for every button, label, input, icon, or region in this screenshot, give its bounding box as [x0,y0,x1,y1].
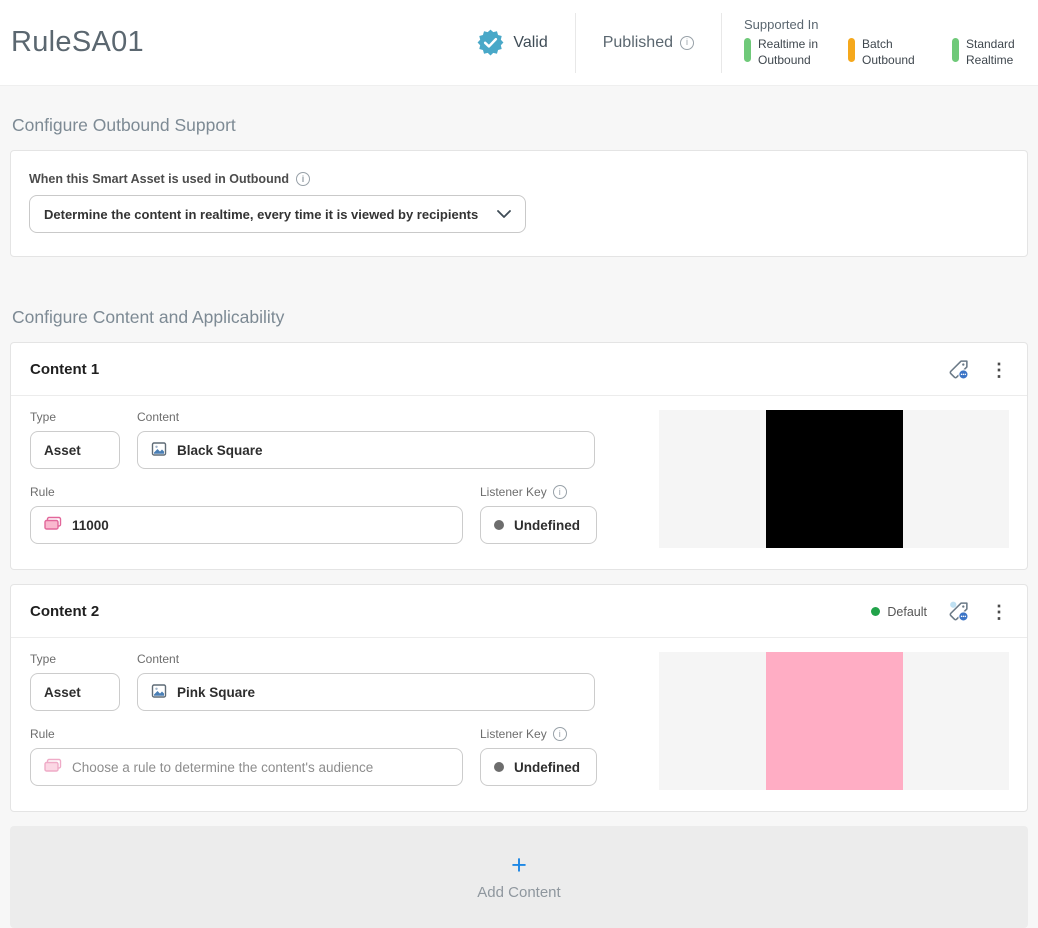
listener-key-select[interactable]: Undefined [480,506,597,544]
support-item-label: Batch Outbound [862,36,915,67]
listener-tag-icon[interactable] [947,600,970,623]
plus-icon: + [511,849,527,880]
support-item-standard-realtime: Standard Realtime [952,37,1032,68]
listener-key-select[interactable]: Undefined [480,748,597,786]
rule-select[interactable]: 11000 [30,506,463,544]
header: RuleSA01 Valid Published i Supported In … [0,0,1038,86]
type-select[interactable]: Asset [30,431,120,469]
outbound-support-card: When this Smart Asset is used in Outboun… [10,150,1028,257]
content-preview [659,652,1009,790]
info-icon[interactable]: i [552,727,567,741]
info-icon[interactable]: i [680,35,694,50]
listener-tag-icon[interactable] [947,358,970,381]
listener-key-label: Listener Key i [480,485,597,499]
content-label: Content [137,652,180,666]
support-item-label: Realtime in Outbound [758,36,819,67]
content-section-heading: Configure Content and Applicability [12,307,285,327]
header-status-bar: Valid Published i Supported In Realtime … [450,0,1038,85]
validity-label: Valid [513,33,548,51]
type-value: Asset [44,684,81,700]
content-preview-image [765,652,903,790]
validity-status: Valid [450,29,574,56]
content-card-1: Content 1 ⋮ Type [10,342,1028,570]
type-label: Type [30,652,57,666]
content-card-title: Content 1 [30,361,100,378]
info-icon[interactable]: i [295,172,310,186]
image-icon [151,441,167,460]
content-card-body: Type Asset Content [11,638,1027,811]
type-select[interactable]: Asset [30,673,120,711]
content-preview-image [765,410,903,548]
info-icon[interactable]: i [552,485,567,499]
rule-label: Rule [30,485,55,499]
rule-select[interactable]: Choose a rule to determine the content's… [30,748,463,786]
listener-key-label-text: Listener Key [480,727,547,741]
rule-placeholder: Choose a rule to determine the content's… [72,759,374,775]
chevron-down-icon [497,205,511,223]
listener-key-value: Undefined [514,759,580,775]
divider [574,12,576,73]
content-card-2: Content 2 Default ⋮ [10,584,1028,812]
page-title: RuleSA01 [11,26,144,58]
content-preview [659,410,1009,548]
content-value: Pink Square [177,684,256,700]
status-pill [744,37,751,62]
rule-label: Rule [30,727,55,741]
content-value: Black Square [177,442,263,458]
listener-key-value: Undefined [514,517,580,533]
rule-cards-icon [44,758,62,776]
rule-value: 11000 [72,517,109,533]
content-card-header: Content 1 ⋮ [11,343,1027,396]
supported-in-label: Supported In [744,16,819,32]
valid-seal-icon [477,29,504,56]
support-item-realtime-outbound: Realtime in Outbound [744,37,824,68]
outbound-mode-selected-value: Determine the content in realtime, every… [44,206,479,222]
outbound-support-heading: Configure Outbound Support [12,115,236,135]
status-pill [952,37,959,62]
publish-status: Published i [576,34,721,52]
listener-key-label: Listener Key i [480,727,597,741]
image-icon [151,683,167,702]
kebab-menu-icon[interactable]: ⋮ [990,601,1008,622]
kebab-menu-icon[interactable]: ⋮ [990,359,1008,380]
add-content-button[interactable]: + Add Content [10,826,1028,928]
publish-status-label: Published [602,33,673,51]
listener-key-dot-icon [494,762,504,772]
content-card-header: Content 2 Default ⋮ [11,585,1027,638]
type-value: Asset [44,442,81,458]
support-item-label: Standard Realtime [966,36,1015,67]
content-label: Content [137,410,180,424]
add-content-label: Add Content [477,884,561,902]
listener-key-dot-icon [494,520,504,530]
status-pill [848,37,855,62]
content-select[interactable]: Black Square [137,431,595,469]
content-select[interactable]: Pink Square [137,673,595,711]
default-dot-icon [871,607,881,616]
divider [721,12,722,73]
content-card-body: Type Asset Content [11,396,1027,569]
outbound-mode-label: When this Smart Asset is used in Outboun… [29,172,1009,186]
default-badge: Default [871,605,927,619]
outbound-mode-label-text: When this Smart Asset is used in Outboun… [29,172,289,186]
supported-in-panel: Supported In Realtime in Outbound Batch … [722,17,1038,68]
rule-cards-icon [44,516,62,534]
listener-key-label-text: Listener Key [480,485,547,499]
support-item-batch-outbound: Batch Outbound [848,37,928,68]
type-label: Type [30,410,57,424]
default-badge-label: Default [887,604,927,619]
content-card-title: Content 2 [30,603,100,620]
main-content: Configure Outbound Support When this Sma… [0,115,1038,928]
outbound-mode-select[interactable]: Determine the content in realtime, every… [29,195,526,233]
